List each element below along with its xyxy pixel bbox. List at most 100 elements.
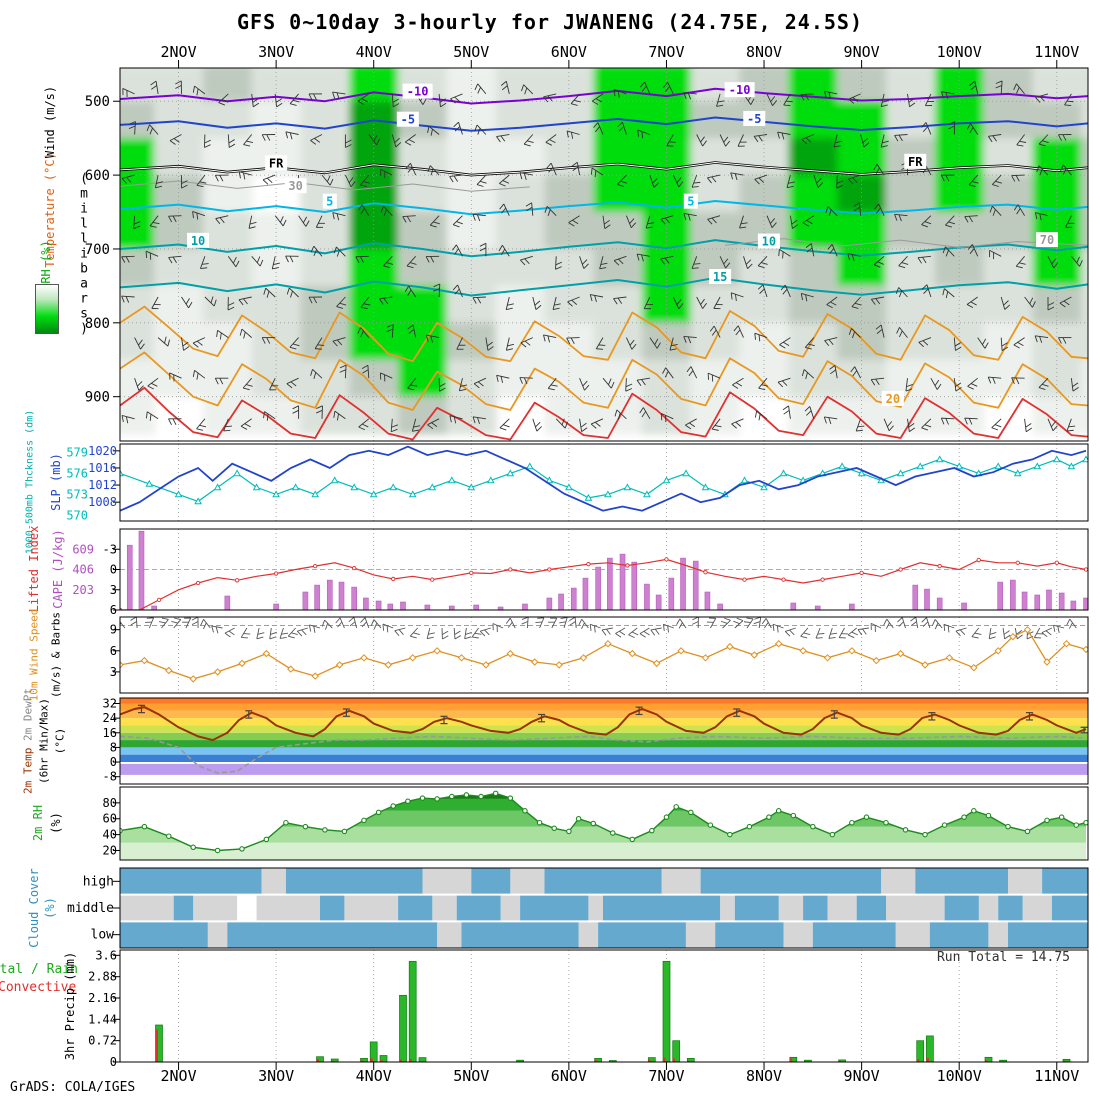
svg-text:-5: -5: [401, 113, 415, 127]
ylabel-2m-dewpt: 2m DewPt: [21, 688, 35, 741]
svg-text:middle: middle: [67, 901, 114, 916]
svg-text:700: 700: [85, 242, 110, 258]
ylabel-cape: CAPE (J/kg): [51, 529, 65, 609]
ylabel-minmax: (6hr Min/Max): [37, 697, 51, 785]
svg-text:3NOV: 3NOV: [258, 1067, 294, 1085]
svg-text:5NOV: 5NOV: [453, 43, 489, 61]
ylabel-temp-dew: 2m Temp 2m DewPt: [22, 688, 35, 794]
svg-text:609: 609: [72, 542, 94, 556]
run-total-label: Run Total = 14.75: [936, 950, 1070, 965]
ylabel-rh2m: 2m RH: [31, 804, 45, 842]
svg-text:6: 6: [110, 603, 117, 617]
svg-text:-10: -10: [729, 83, 751, 97]
temp2m-panel: [120, 698, 1088, 784]
legend-convective: Convective: [0, 980, 77, 995]
svg-text:2NOV: 2NOV: [160, 1067, 196, 1085]
svg-text:24: 24: [103, 711, 117, 725]
cross-section-panel: -10 -10 -5 -5 FR FR 5 5 10 10 15 20 30 70: [120, 68, 1088, 441]
svg-text:1.44: 1.44: [88, 1012, 117, 1026]
rh-legend-gradient-icon: [35, 284, 59, 334]
ylabel-cloud-cover: Cloud Cover: [27, 868, 41, 948]
ylabel-slp: SLP (mb): [49, 453, 63, 511]
svg-text:high: high: [83, 874, 114, 889]
svg-text:0: 0: [110, 563, 117, 577]
svg-text:10: 10: [762, 235, 776, 249]
svg-text:9NOV: 9NOV: [844, 43, 880, 61]
svg-text:40: 40: [103, 828, 117, 842]
svg-text:20: 20: [886, 392, 900, 406]
svg-text:2.16: 2.16: [88, 991, 117, 1005]
svg-text:-3: -3: [103, 542, 117, 556]
page-title: GFS 0~10day 3-hourly for JWANENG (24.75E…: [237, 10, 863, 34]
svg-text:6NOV: 6NOV: [551, 43, 587, 61]
svg-text:1016: 1016: [88, 461, 117, 475]
svg-text:-5: -5: [747, 112, 761, 126]
svg-text:3NOV: 3NOV: [258, 43, 294, 61]
ylabel-wind: Wind (m/s): [43, 85, 57, 159]
svg-text:600: 600: [85, 168, 110, 184]
svg-text:7NOV: 7NOV: [648, 43, 684, 61]
svg-text:15: 15: [713, 270, 727, 284]
svg-text:8: 8: [110, 740, 117, 754]
svg-text:2NOV: 2NOV: [160, 43, 196, 61]
svg-text:1012: 1012: [88, 478, 117, 492]
rh2m-panel: [120, 787, 1088, 860]
svg-text:11NOV: 11NOV: [1034, 43, 1079, 61]
ylabel-cloud-units: (%): [43, 897, 57, 919]
svg-text:3: 3: [110, 665, 117, 679]
svg-text:500: 500: [85, 94, 110, 110]
svg-text:570: 570: [66, 508, 88, 522]
svg-text:800: 800: [85, 316, 110, 332]
ylabel-lifted-index: Lifted Index: [27, 525, 41, 613]
svg-text:0: 0: [110, 755, 117, 769]
svg-text:900: 900: [85, 390, 110, 406]
svg-text:203: 203: [72, 583, 94, 597]
ylabel-2m-temp: 2m Temp: [21, 747, 35, 794]
ylabel-rh2m-units: (%): [49, 812, 63, 834]
wind-barbs-layer: [121, 80, 1083, 433]
svg-text:10NOV: 10NOV: [937, 43, 982, 61]
svg-text:2.88: 2.88: [88, 970, 117, 984]
cloud-cover-panel: [120, 868, 1088, 948]
svg-text:10: 10: [191, 234, 205, 248]
svg-text:0.72: 0.72: [88, 1034, 117, 1048]
svg-text:5: 5: [687, 195, 694, 209]
svg-text:-8: -8: [103, 770, 117, 784]
svg-text:8NOV: 8NOV: [746, 1067, 782, 1085]
svg-text:6NOV: 6NOV: [551, 1067, 587, 1085]
svg-text:-10: -10: [407, 85, 429, 99]
svg-text:5: 5: [326, 195, 333, 209]
ylabel-millibars: (millibars): [76, 171, 92, 337]
svg-text:3.6: 3.6: [95, 948, 117, 962]
svg-text:60: 60: [103, 812, 117, 826]
wind10m-panel: [120, 617, 1088, 693]
li-cape-panel: [120, 529, 1088, 610]
svg-text:3: 3: [110, 583, 117, 597]
ylabel-precip: 3hr Precip (mm): [63, 951, 77, 1061]
svg-text:30: 30: [288, 179, 302, 193]
svg-text:11NOV: 11NOV: [1034, 1067, 1079, 1085]
slp-thickness-panel: [120, 444, 1088, 521]
svg-text:FR: FR: [908, 155, 923, 169]
svg-text:406: 406: [72, 563, 94, 577]
svg-text:4NOV: 4NOV: [356, 1067, 392, 1085]
svg-text:7NOV: 7NOV: [648, 1067, 684, 1085]
svg-text:70: 70: [1040, 233, 1054, 247]
svg-text:6: 6: [110, 644, 117, 658]
svg-text:32: 32: [103, 696, 117, 710]
svg-text:0: 0: [110, 1055, 117, 1069]
svg-text:579: 579: [66, 445, 88, 459]
svg-text:10NOV: 10NOV: [937, 1067, 982, 1085]
ylabel-wind10m-units: (m/s) & Barbs: [49, 611, 63, 699]
svg-text:576: 576: [66, 466, 88, 480]
svg-text:16: 16: [103, 726, 117, 740]
svg-text:80: 80: [103, 796, 117, 810]
ylabel-degc: (°C): [53, 727, 67, 755]
legend-total-rain: Total / Rain: [0, 962, 78, 977]
svg-text:573: 573: [66, 487, 88, 501]
svg-text:20: 20: [103, 843, 117, 857]
svg-text:low: low: [91, 928, 115, 943]
svg-text:4NOV: 4NOV: [356, 43, 392, 61]
svg-text:FR: FR: [269, 156, 284, 170]
